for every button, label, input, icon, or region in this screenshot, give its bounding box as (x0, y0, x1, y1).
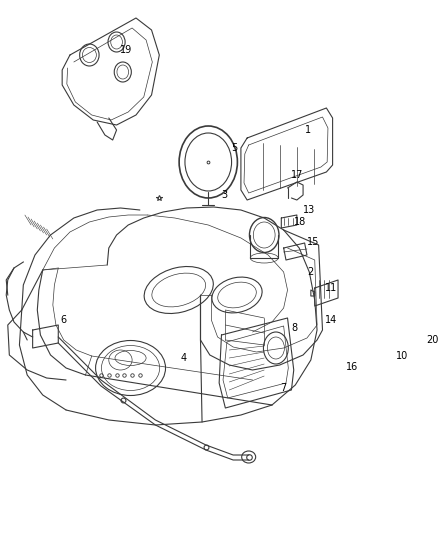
Text: 8: 8 (291, 323, 297, 333)
Text: 17: 17 (291, 170, 304, 180)
Text: 18: 18 (294, 217, 306, 227)
Text: 4: 4 (180, 353, 187, 363)
Text: 13: 13 (303, 205, 315, 215)
Text: 15: 15 (307, 237, 319, 247)
Text: 3: 3 (222, 190, 228, 200)
Text: 10: 10 (396, 351, 409, 361)
Text: 7: 7 (280, 383, 286, 393)
Text: 20: 20 (426, 335, 438, 345)
Text: 19: 19 (120, 45, 133, 55)
Text: 2: 2 (307, 267, 313, 277)
Text: 16: 16 (346, 362, 358, 372)
Text: 14: 14 (325, 315, 337, 325)
Text: 1: 1 (305, 125, 311, 135)
Text: 11: 11 (325, 283, 337, 293)
Text: 5: 5 (232, 143, 238, 153)
Text: 6: 6 (60, 315, 67, 325)
